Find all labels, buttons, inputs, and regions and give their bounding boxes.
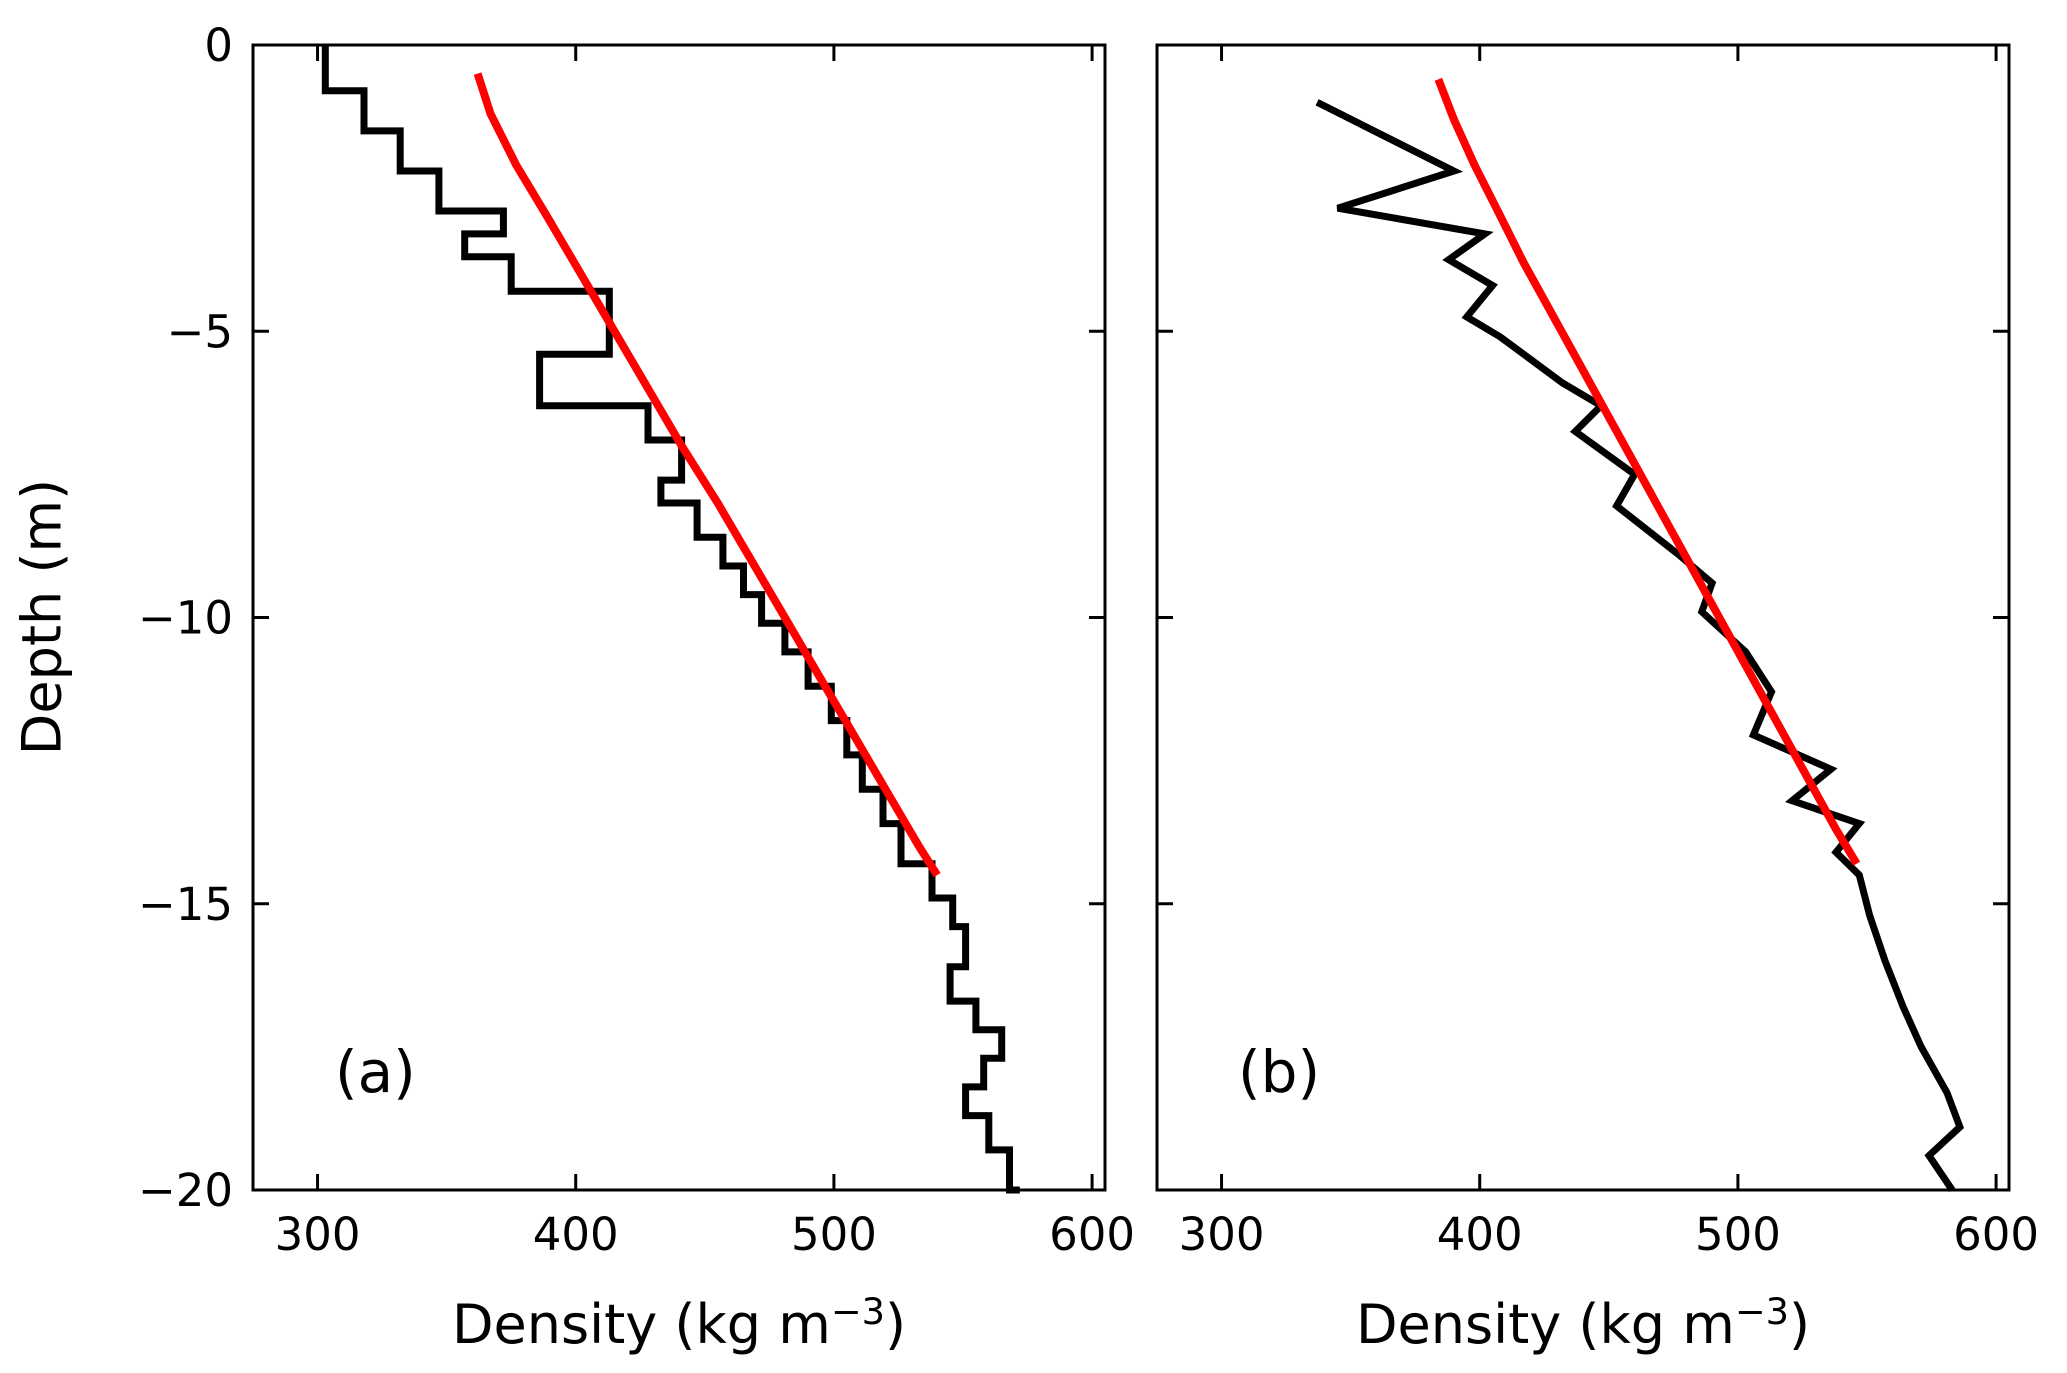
x-tick-label: 600 (1953, 1208, 2039, 1261)
fitted-density-profile-line (473, 72, 941, 878)
panel-a-x-axis-label-text: Density (kg m (451, 1293, 831, 1356)
measured-density-profile-line (321, 45, 1020, 1194)
y-tick-label: −10 (138, 592, 233, 645)
x-tick-label: 600 (1049, 1208, 1135, 1261)
x-tick-label: 300 (1179, 1208, 1265, 1261)
panel-b-label: (b) (1238, 1038, 1321, 1106)
y-tick-label: −20 (138, 1164, 233, 1217)
panel-a-x-axis-label-close: ) (884, 1293, 907, 1356)
panel-b-x-axis-label-text: Density (kg m (1355, 1293, 1735, 1356)
panel-b-chart: 300 400 500 600 (1155, 43, 2039, 1261)
panel-a-x-axis-label-superscript: −3 (830, 1290, 885, 1333)
panel-b-x-axis-label-superscript: −3 (1734, 1290, 1789, 1333)
y-axis-label: Depth (m) (10, 478, 74, 756)
x-tick-label: 500 (1695, 1208, 1781, 1261)
x-tick-label: 400 (533, 1208, 619, 1261)
axes-frame (1155, 43, 2011, 1192)
y-tick-label: 0 (204, 19, 233, 72)
y-tick-label: −5 (167, 305, 233, 358)
panel-b-x-axis-label-close: ) (1788, 1293, 1811, 1356)
panel-b-x-axis-label: Density (kg m−3) (1356, 1290, 1810, 1356)
measured-density-profile-line (1315, 99, 1965, 1192)
panel-a-chart: 300 400 500 600 0 −5 −10 −15 −20 (138, 19, 1135, 1261)
x-tick-label: 500 (791, 1208, 877, 1261)
panel-a-x-axis-label: Density (kg m−3) (452, 1290, 906, 1356)
panel-a-label: (a) (335, 1038, 416, 1106)
y-tick-label: −15 (138, 878, 233, 931)
x-tick-label: 300 (275, 1208, 361, 1261)
x-tick-label: 400 (1437, 1208, 1523, 1261)
fitted-density-profile-line (1434, 77, 1861, 866)
